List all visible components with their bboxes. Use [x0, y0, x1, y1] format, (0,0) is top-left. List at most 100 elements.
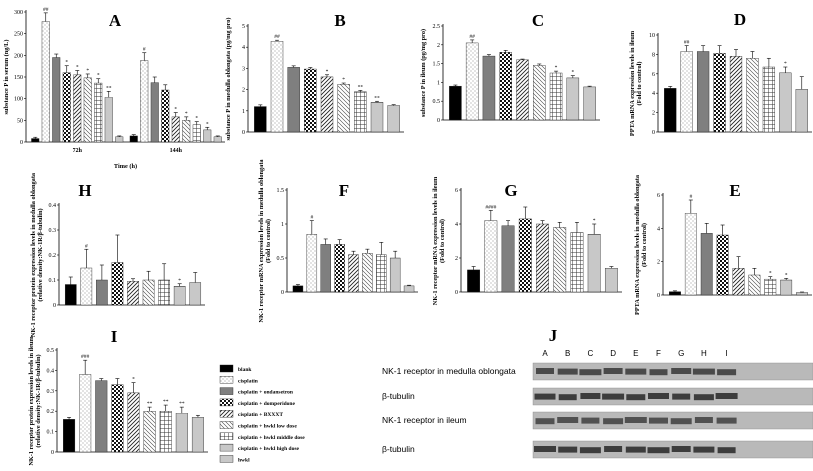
y-tick-label: 4: [455, 222, 458, 228]
y-axis-label-2: (Fold to control): [439, 219, 446, 263]
y-tick-label: 0.2: [49, 253, 57, 259]
significance-mark: *: [326, 69, 329, 75]
bar-high: [175, 413, 188, 453]
y-tick-label: 0: [657, 293, 660, 299]
panel-letter-A: A: [109, 11, 122, 30]
y-tick-label: 2: [242, 88, 245, 94]
blot-band: [558, 394, 577, 401]
bar-bxxxt: [729, 56, 743, 133]
lane-label-G: G: [678, 349, 684, 358]
legend-label: cisplatin: [238, 378, 258, 384]
legend-label: cisplatin + hwkl middle dose: [238, 435, 305, 441]
y-tick-label: 2: [455, 256, 458, 262]
significance-mark: *: [65, 60, 68, 66]
panel-letter-G: G: [504, 181, 517, 200]
bar-dom: [518, 218, 532, 293]
blot-frame: [532, 362, 813, 381]
bar-dom: [62, 72, 71, 143]
significance-mark: *: [185, 111, 188, 117]
significance-mark: #: [143, 47, 146, 53]
lane-label-F: F: [656, 349, 661, 358]
blot-frame: [532, 440, 813, 459]
bar-mid: [549, 72, 563, 121]
significance-mark: #: [85, 243, 88, 249]
significance-mark: *: [174, 107, 177, 113]
bar-cis: [465, 42, 479, 121]
bar-low: [553, 227, 567, 293]
bar-blank: [664, 88, 677, 133]
bar-mid: [192, 124, 201, 143]
blot-strip: [532, 440, 813, 459]
bar-ond: [320, 244, 331, 293]
bar-blank: [449, 85, 462, 121]
panel-E: 0 2 4 6 PPTA mRNA expression levels in medul…: [634, 174, 812, 315]
significance-mark: **: [106, 85, 112, 91]
blot-band: [694, 417, 713, 423]
panel-letter-H: H: [78, 181, 91, 200]
y-tick-label: 2: [657, 260, 660, 266]
bar-blank: [31, 138, 40, 143]
significance-mark: ###: [81, 354, 90, 360]
significance-mark: *: [555, 65, 558, 71]
legend-swatch-high: [219, 443, 234, 452]
blot-band: [716, 417, 737, 424]
bar-ond: [482, 55, 496, 121]
bar-ond: [700, 233, 713, 296]
bar-dom: [334, 244, 345, 293]
bar-ond: [696, 51, 710, 133]
bar-low: [533, 65, 546, 121]
blot-frame: [532, 411, 813, 430]
blot-band: [558, 446, 578, 453]
y-tick-label: 0.2: [47, 409, 55, 415]
bar-high: [104, 97, 113, 143]
legend-swatch-bxxxt: [219, 410, 234, 418]
blot-band: [647, 447, 670, 454]
bar-bxxxt: [73, 74, 82, 143]
bar-hwkl: [189, 282, 202, 306]
legend-label: blank: [238, 367, 252, 373]
bar-cis: [140, 60, 149, 143]
significance-mark: ##: [274, 34, 280, 40]
lane-label-I: I: [725, 349, 727, 358]
bar-cis: [306, 233, 318, 293]
y-tick-label: 0: [455, 290, 458, 296]
significance-mark: *: [785, 272, 788, 278]
y-tick-label: 0.1: [47, 430, 55, 436]
bar-high: [779, 72, 792, 133]
legend-swatch-mid: [219, 432, 234, 440]
bar-bxxxt: [732, 268, 745, 296]
bar-low: [143, 411, 156, 453]
y-tick-label: 6: [652, 72, 655, 78]
legend-swatch-hwkl: [219, 455, 234, 463]
bar-dom: [713, 53, 726, 133]
bar-mid: [570, 232, 584, 293]
blot-band: [671, 446, 691, 452]
panel-letter-I: I: [111, 327, 118, 346]
blot-strip: [532, 387, 813, 406]
panel-letter-C: C: [532, 11, 544, 30]
x-group-label: 72h: [73, 148, 83, 154]
y-tick-label: 0.5: [47, 348, 55, 354]
blot-band: [603, 368, 623, 374]
bar-bxxxt: [536, 223, 549, 293]
bar-ond: [287, 67, 300, 133]
bar-bxxxt: [320, 76, 334, 133]
bar-dom: [716, 234, 729, 296]
blot-band: [715, 393, 738, 399]
bar-hwkl: [795, 89, 808, 133]
y-tick-label: 0: [652, 130, 655, 136]
panel-F: 0 0.5 1 1.5 NK-1 receptor mRNA expression le…: [258, 159, 418, 323]
bar-ond: [150, 82, 159, 143]
blot-band: [534, 393, 556, 400]
bar-hwkl: [115, 136, 124, 143]
y-tick-label: 0.3: [47, 389, 55, 395]
y-tick-label: 0: [53, 303, 56, 309]
y-axis-label: PPTA mRNA expression levels in medulla o…: [634, 174, 641, 315]
y-tick-label: 2: [437, 43, 440, 49]
y-tick-label: 2: [652, 111, 655, 117]
bar-high: [780, 279, 793, 296]
y-axis-label: substance P in serum (ng/L): [3, 40, 10, 115]
blot-band: [604, 446, 623, 452]
bar-bxxxt: [348, 254, 359, 293]
panel-I: 0 0.1 0.2 0.3 0.4 0.5 NK-1 receptor protein ex…: [28, 327, 208, 466]
